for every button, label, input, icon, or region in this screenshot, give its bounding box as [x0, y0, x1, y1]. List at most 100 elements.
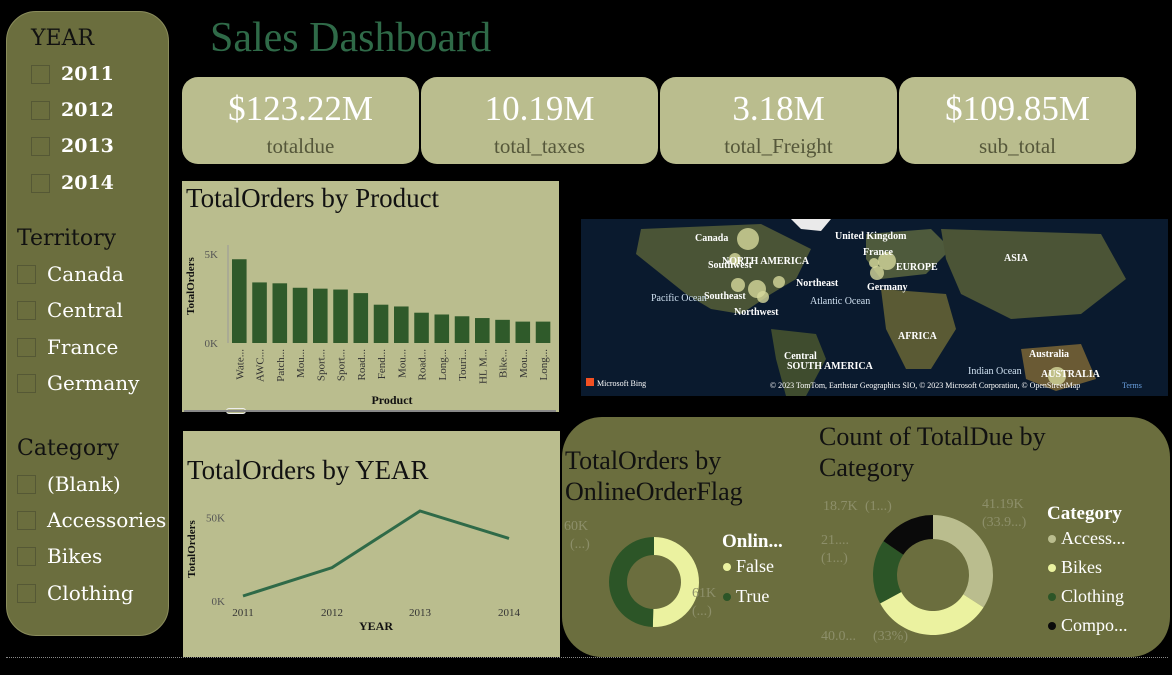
category-option-bikes[interactable]: Bikes — [17, 544, 102, 568]
legend-label: Bikes — [1061, 557, 1103, 577]
legend-label: Clothing — [1061, 586, 1125, 606]
bar — [495, 319, 510, 343]
kpi-value: 10.19M — [484, 89, 595, 128]
kpi-card-sub-total[interactable]: $109.85M sub_total — [899, 77, 1136, 164]
map-label: Indian Ocean — [968, 366, 1022, 377]
orders-by-product-visual[interactable]: TotalOrders by Product 0K 5K TotalOrders Wa… — [182, 181, 559, 414]
map-label: Atlantic Ocean — [810, 296, 870, 307]
map-visual[interactable]: Canada United Kingdom France NORTH AMERI… — [581, 219, 1168, 396]
data-label: (1...) — [865, 499, 892, 514]
checkbox[interactable] — [17, 300, 36, 320]
checkbox[interactable] — [17, 264, 36, 284]
kpi-value: $109.85M — [945, 89, 1090, 128]
map-label: Australia — [1029, 349, 1069, 360]
page-title: Sales Dashboard — [210, 15, 492, 61]
legend-title: Category — [1047, 503, 1122, 524]
year-option-label: 2013 — [61, 135, 114, 157]
checkbox[interactable] — [31, 173, 50, 193]
x-tick-label: Bike... — [498, 349, 510, 378]
legend-item-accessories[interactable]: Access... — [1048, 528, 1125, 549]
checkbox[interactable] — [17, 510, 36, 530]
y-tick-label: 0K — [212, 596, 226, 608]
legend-dot — [1048, 563, 1056, 572]
donut-slice — [883, 515, 933, 555]
bar — [414, 312, 429, 343]
category-donut[interactable] — [865, 507, 1001, 643]
kpi-label: totaldue — [266, 134, 335, 158]
orders-by-year-visual[interactable]: TotalOrders by YEAR 0K 50K TotalOrders 2011… — [183, 431, 560, 657]
series-line — [242, 509, 510, 598]
bar-chart: 0K 5K TotalOrders Wate... AWC... Patch... Mou.… — [185, 245, 551, 407]
x-tick-label: Fend... — [376, 349, 388, 380]
data-label: 41.19K — [982, 497, 1024, 512]
world-map: Canada United Kingdom France NORTH AMERI… — [581, 219, 1168, 396]
x-axis-title: YEAR — [359, 619, 393, 633]
year-option-2013[interactable]: 2013 — [31, 135, 114, 157]
kpi-label: total_Freight — [724, 134, 833, 158]
kpi-card-total-freight[interactable]: 3.18M total_Freight — [660, 77, 897, 164]
data-label: 18.7K — [823, 499, 858, 514]
territory-option-canada[interactable]: Canada — [17, 262, 124, 286]
legend-item-components[interactable]: Compo... — [1048, 615, 1128, 636]
category-option-blank[interactable]: (Blank) — [17, 472, 121, 496]
category-option-label: Clothing — [47, 581, 134, 605]
checkbox[interactable] — [17, 546, 36, 566]
category-slicer-title: Category — [17, 436, 120, 461]
year-option-2014[interactable]: 2014 — [31, 172, 114, 194]
category-option-accessories[interactable]: Accessories — [17, 508, 166, 532]
legend-item-false[interactable]: False — [723, 556, 774, 577]
category-option-clothing[interactable]: Clothing — [17, 581, 134, 605]
checkbox[interactable] — [31, 64, 50, 84]
map-label: Canada — [695, 233, 728, 244]
scrollbar-track[interactable] — [184, 410, 556, 412]
bar — [272, 283, 288, 343]
x-tick-label: 2012 — [321, 607, 343, 619]
checkbox[interactable] — [17, 474, 36, 494]
south-america-shape — [771, 329, 826, 396]
x-tick-label: HL M... — [477, 349, 489, 384]
checkbox[interactable] — [17, 337, 36, 357]
x-tick-label: 2013 — [409, 607, 432, 619]
y-tick-label: 5K — [205, 249, 219, 261]
map-label: Northeast — [796, 278, 839, 289]
online-flag-donut[interactable] — [594, 522, 714, 642]
x-tick-label: Mou... — [295, 349, 307, 378]
legend-item-true[interactable]: True — [723, 586, 769, 607]
checkbox[interactable] — [17, 373, 36, 393]
legend-title: Onlin... — [722, 531, 783, 552]
kpi-card-total-taxes[interactable]: 10.19M total_taxes — [421, 77, 658, 164]
kpi-value: $123.22M — [228, 89, 373, 128]
bing-brand: Microsoft Bing — [597, 379, 646, 388]
y-tick-label: 50K — [206, 513, 225, 525]
donut-panel: TotalOrders by OnlineOrderFlag Count of … — [562, 417, 1170, 657]
legend-item-bikes[interactable]: Bikes — [1048, 557, 1102, 578]
territory-option-central[interactable]: Central — [17, 298, 123, 322]
territory-option-label: Canada — [47, 262, 124, 286]
map-label: AUSTRALIA — [1041, 369, 1101, 380]
x-tick-label: Road... — [356, 349, 368, 381]
x-tick-label: Long... — [538, 349, 550, 381]
bar — [535, 321, 551, 343]
year-option-2011[interactable]: 2011 — [31, 63, 114, 85]
data-label: (...) — [570, 537, 590, 552]
kpi-card-totaldue[interactable]: $123.22M totaldue — [182, 77, 419, 164]
checkbox[interactable] — [31, 100, 50, 120]
x-tick-label: Mou... — [396, 349, 408, 378]
kpi-label: sub_total — [979, 134, 1056, 158]
year-option-label: 2014 — [61, 172, 114, 194]
territory-option-france[interactable]: France — [17, 335, 118, 359]
map-label: United Kingdom — [835, 231, 907, 242]
map-label: France — [863, 247, 894, 258]
asia-shape — [941, 229, 1126, 319]
map-label: Central — [784, 351, 817, 362]
territory-option-germany[interactable]: Germany — [17, 371, 139, 395]
data-label: (...) — [692, 604, 712, 619]
legend-item-clothing[interactable]: Clothing — [1048, 586, 1124, 607]
checkbox[interactable] — [31, 136, 50, 156]
map-label: SOUTH AMERICA — [787, 361, 874, 372]
territory-slicer-title: Territory — [17, 226, 117, 251]
checkbox[interactable] — [17, 583, 36, 603]
year-option-2012[interactable]: 2012 — [31, 99, 114, 121]
x-tick-label: Sport... — [336, 349, 348, 381]
bar — [252, 282, 267, 343]
